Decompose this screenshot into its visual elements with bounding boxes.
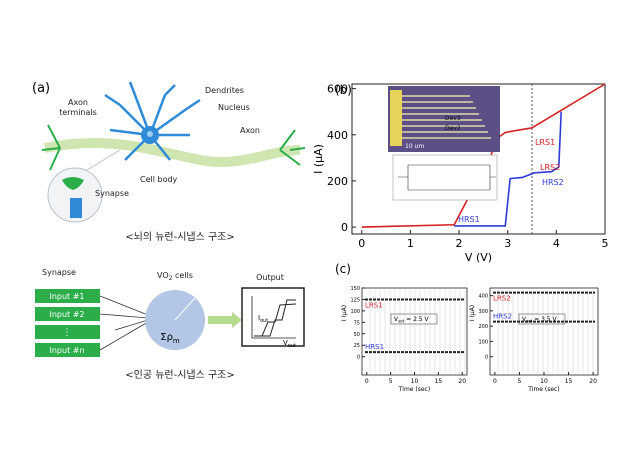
vset-part: = 3.5 V	[532, 316, 557, 323]
input-label: Input #1	[49, 292, 84, 301]
x-tick-label: 0	[358, 237, 365, 250]
label: Nucleus	[218, 103, 250, 112]
input-label: Input #n	[49, 346, 84, 355]
input-label: Input #2	[49, 310, 84, 319]
annotation: HRS1	[365, 343, 384, 351]
y-axis-label: I (μA)	[312, 144, 325, 174]
y-tick-label: 600	[327, 83, 348, 96]
annotation: LRS1	[365, 301, 383, 309]
x-tick-label: 10	[540, 378, 548, 385]
neuron-illustration: Axon terminals Dendrites Nucleus Axon Sy…	[42, 82, 305, 243]
x-tick-label: 20	[458, 378, 466, 385]
x-axis-label: Time (sec)	[398, 386, 430, 393]
label: Dendrites	[205, 86, 244, 95]
inset-pad	[390, 90, 402, 146]
x-tick-label: 10	[411, 378, 419, 385]
label: Axon	[240, 126, 260, 135]
iv-plot: 0 1 2 3 4 5 0 200 400 600 I (μA) V (V) Dev3 Dev2 10 um…	[312, 83, 609, 264]
x-tick-label: 1	[407, 237, 414, 250]
label: Output	[256, 273, 284, 282]
scale-bar: 10 um	[405, 143, 424, 150]
x-axis-label: V (V)	[465, 251, 492, 264]
y-tick-label: 50	[354, 332, 360, 338]
annotation: HRS2	[493, 313, 512, 321]
y-tick-label: 0	[341, 221, 348, 234]
panel-label: (a)	[32, 81, 50, 96]
caption: <인공 뉴런-시냅스 구조>	[125, 369, 235, 381]
x-tick-label: 15	[435, 378, 443, 385]
annotation: LRS1	[535, 138, 555, 147]
inset-circuit	[393, 155, 497, 200]
annotation: HRS2	[542, 178, 564, 187]
vset-label: Vset = 2.5 V	[394, 316, 430, 324]
y-axis-label: I (μA)	[341, 305, 348, 321]
label: Cell body	[140, 175, 178, 184]
y-tick-label: 75	[354, 320, 360, 326]
label: Synapse	[95, 189, 129, 198]
inset-label: Dev2	[445, 125, 461, 132]
x-tick-label: 2	[456, 237, 463, 250]
y-tick-label: 400	[478, 294, 488, 300]
annotation: HRS1	[458, 215, 480, 224]
panel-label: (c)	[335, 262, 351, 276]
x-tick-label: 3	[504, 237, 511, 250]
y-tick-label: 0	[357, 355, 360, 361]
figure: (a) Axon terminals Dendrites Nucleus Axo…	[0, 0, 633, 453]
x-tick-label: 4	[553, 237, 560, 250]
x-tick-label: 5	[518, 378, 522, 385]
vset-part: = 2.5 V	[404, 316, 429, 323]
y-axis-label: I (μA)	[469, 305, 476, 321]
input-label: ⋮	[63, 328, 72, 338]
x-tick-label: 5	[602, 237, 609, 250]
artificial-neuron: Synapse Input #1 Input #2 ⋮ Input #n VO2…	[35, 268, 304, 381]
y-tick-label: 200	[478, 324, 488, 330]
y-tick-label: 0	[485, 355, 488, 361]
annotation: LRS2	[493, 295, 511, 303]
y-tick-label: 100	[350, 309, 360, 315]
page: {"panel_a":{"label":"(a)", "neuron":{"ax…	[0, 0, 633, 453]
y-tick-label: 100	[478, 339, 488, 345]
y-tick-label: 300	[478, 309, 488, 315]
y-tick-label: 200	[327, 175, 348, 188]
label: Axon	[68, 98, 88, 107]
caption: <뇌의 뉴런-시냅스 구조>	[125, 231, 235, 243]
y-tick-label: 150	[350, 286, 360, 292]
x-tick-label: 20	[589, 378, 597, 385]
vset-label: Vset = 3.5 V	[522, 316, 558, 324]
annotation: LRS2	[540, 163, 560, 172]
x-tick-label: 0	[493, 378, 497, 385]
x-axis-label: Time (sec)	[527, 386, 559, 393]
label: VO2 cells	[157, 271, 193, 282]
y-tick-label: 400	[327, 129, 348, 142]
y-tick-label: 125	[350, 297, 360, 303]
y-tick-label: 25	[354, 343, 360, 349]
inset-label: Dev3	[445, 115, 461, 122]
label: Synapse	[42, 268, 76, 277]
x-tick-label: 15	[565, 378, 573, 385]
x-tick-label: 0	[365, 378, 369, 385]
x-tick-label: 5	[389, 378, 393, 385]
label: terminals	[59, 108, 97, 117]
